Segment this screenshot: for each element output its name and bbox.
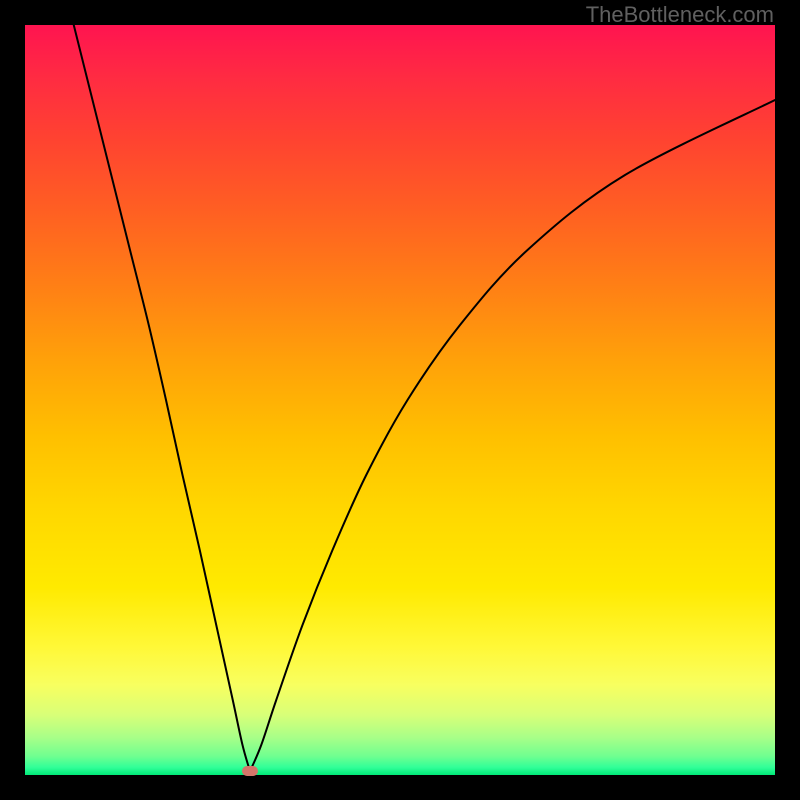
optimal-point-marker [242,766,258,776]
chart-container: TheBottleneck.com [0,0,800,800]
bottleneck-curve [0,0,800,800]
